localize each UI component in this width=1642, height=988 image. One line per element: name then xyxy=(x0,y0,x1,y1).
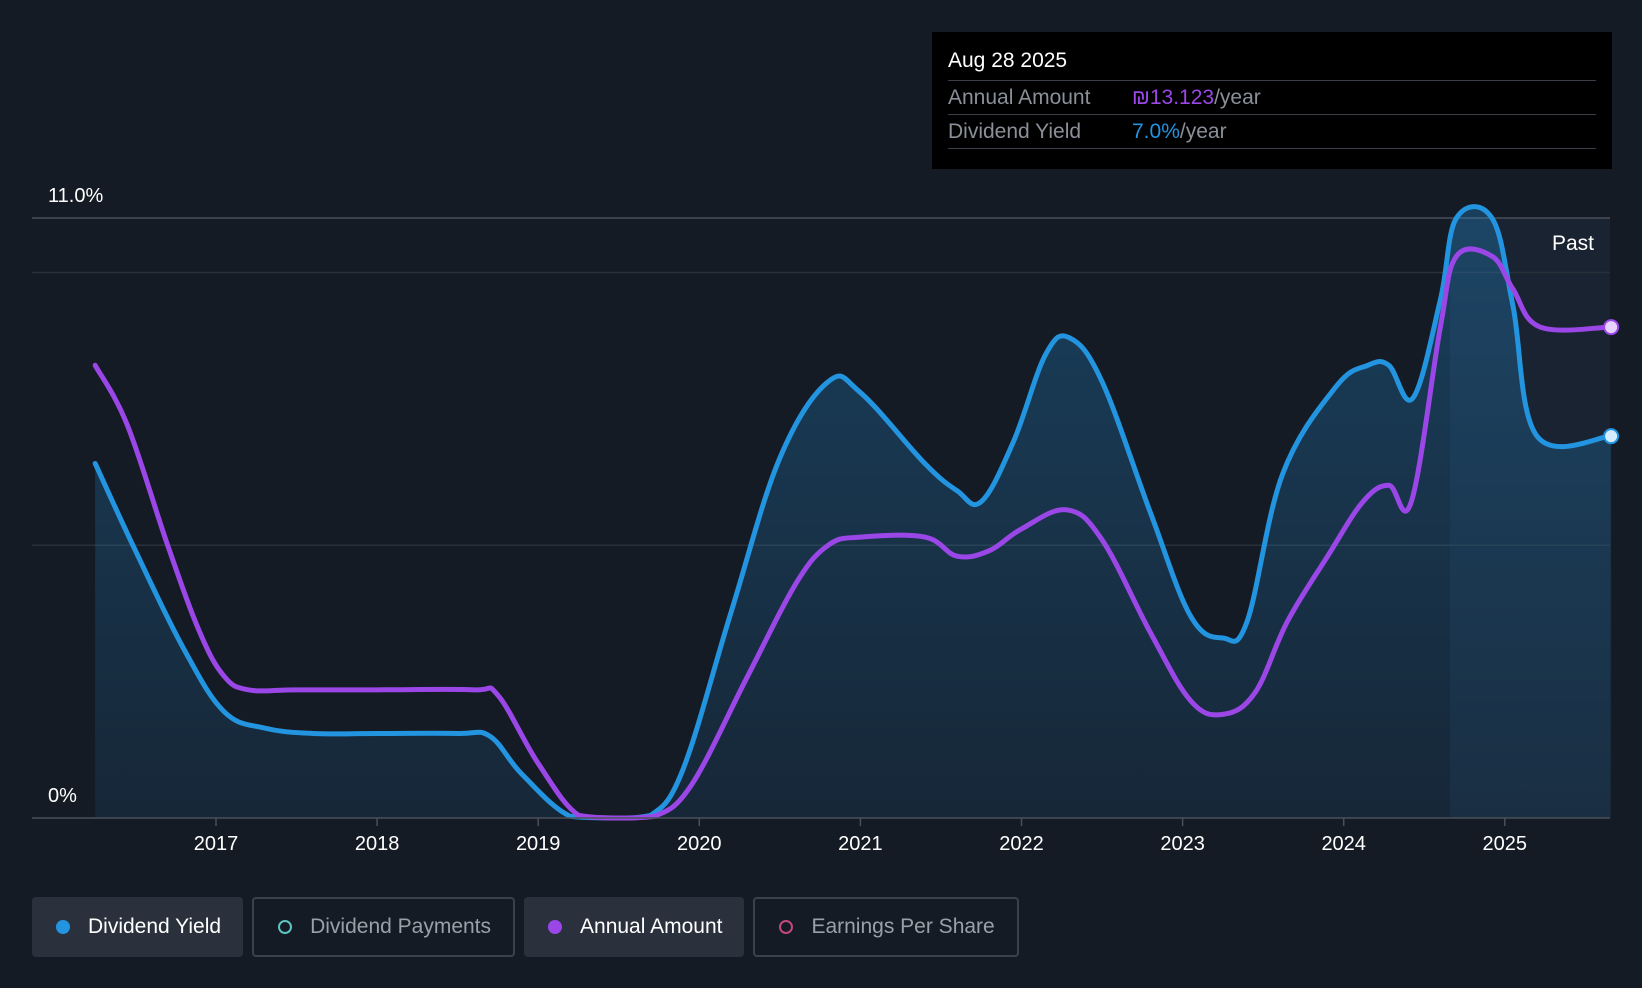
legend-label: Dividend Payments xyxy=(310,915,492,938)
hollow-dot-icon xyxy=(779,920,794,934)
dividend-yield-area xyxy=(95,206,1612,819)
legend-dividend-yield[interactable]: Dividend Yield xyxy=(32,897,244,957)
dividend-yield-end-marker xyxy=(1603,428,1620,445)
tooltip-date: Aug 28 2025 xyxy=(948,46,1596,81)
legend-earnings-per-share[interactable]: Earnings Per Share xyxy=(753,897,1019,957)
tooltip-row-annual-amount: Annual Amount ₪13.123/year xyxy=(948,81,1596,115)
x-tick-label: 2023 xyxy=(1160,833,1205,855)
x-tick-label: 2024 xyxy=(1321,833,1366,855)
tooltip: Aug 28 2025 Annual Amount ₪13.123/year D… xyxy=(932,32,1612,169)
hollow-dot-icon xyxy=(278,920,293,934)
tooltip-row-dividend-yield: Dividend Yield 7.0%/year xyxy=(948,115,1596,149)
annual-amount-line xyxy=(92,246,1614,821)
legend-dividend-payments[interactable]: Dividend Payments xyxy=(252,897,516,957)
y-axis-zero-label: 0% xyxy=(48,785,77,807)
legend: Dividend Yield Dividend Payments Annual … xyxy=(32,897,1019,957)
x-tick-label: 2019 xyxy=(516,833,561,855)
legend-label: Earnings Per Share xyxy=(811,915,995,938)
x-tick-label: 2020 xyxy=(677,833,722,855)
tooltip-unit: /year xyxy=(1179,120,1227,143)
past-region-label: Past xyxy=(1552,232,1594,255)
x-axis-ticks: 2017 2018 2019 2020 2021 2022 2023 2024 2025 xyxy=(194,818,1527,855)
x-tick-label: 2017 xyxy=(194,833,239,855)
legend-annual-amount[interactable]: Annual Amount xyxy=(524,897,745,957)
legend-label: Dividend Yield xyxy=(88,915,222,938)
y-axis-max-label: 11.0% xyxy=(48,185,103,207)
x-tick-label: 2025 xyxy=(1483,833,1528,855)
tooltip-label: Annual Amount xyxy=(948,86,1091,109)
filled-dot-icon xyxy=(548,920,563,934)
tooltip-unit: /year xyxy=(1214,86,1261,109)
legend-label: Annual Amount xyxy=(580,915,723,938)
x-tick-label: 2021 xyxy=(838,833,883,855)
x-tick-label: 2022 xyxy=(999,833,1044,855)
x-tick-label: 2018 xyxy=(355,833,400,855)
dividend-yield-line xyxy=(92,204,1614,821)
tooltip-value: 7.0% xyxy=(1132,120,1180,143)
tooltip-label: Dividend Yield xyxy=(948,120,1082,143)
filled-dot-icon xyxy=(56,920,70,934)
tooltip-value: ₪13.123 xyxy=(1132,86,1215,109)
annual-amount-end-marker xyxy=(1603,319,1620,336)
